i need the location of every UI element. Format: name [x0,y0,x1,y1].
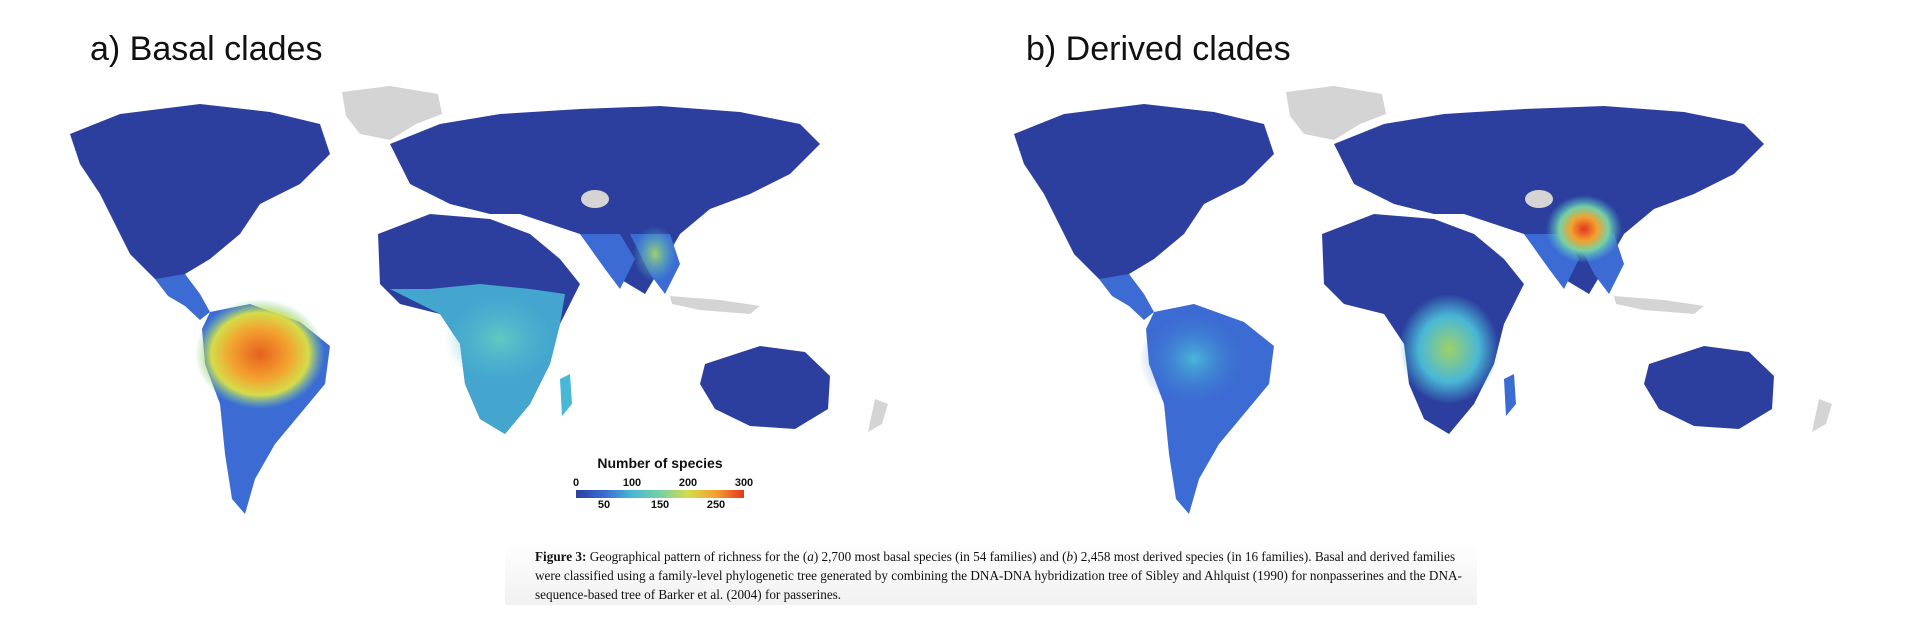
panel-title-derived: b) Derived clades [1026,30,1291,69]
legend-tick-0: 0 [573,477,579,489]
new-zealand [1812,399,1832,432]
madagascar [1504,374,1516,416]
figure-caption-box: Figure 3: Geographical pattern of richne… [505,541,1477,605]
map-basal-clades [60,84,960,524]
north-america [1014,104,1274,294]
caption-part-2: ) 2,700 most basal species (in 54 famili… [814,549,1067,564]
figure-caption: Figure 3: Geographical pattern of richne… [535,547,1465,604]
legend-tick-150: 150 [651,499,669,511]
north-america [70,104,330,294]
legend-tick-100: 100 [623,477,641,489]
central-america [155,274,210,320]
legend-tick-50: 50 [598,499,610,511]
australia [700,346,830,429]
africa-hotspot [1399,294,1499,404]
caption-italic-a: a [807,549,814,564]
map-derived-clades [1004,84,1904,524]
legend-color-bar [576,490,744,498]
south-america-hotspot [1139,309,1249,409]
tibet-plateau [1525,190,1553,208]
southeast-asia-hotspot [633,226,677,282]
legend-title: Number of species [560,455,760,471]
legend-tick-200: 200 [679,477,697,489]
indonesia [670,296,760,314]
central-america [1099,274,1154,320]
legend-tick-300: 300 [735,477,753,489]
tibet-plateau [581,190,609,208]
figure-label: Figure 3: [535,549,586,564]
amazon-hotspot [195,299,325,409]
indonesia [1614,296,1704,314]
legend-top-ticks: 0 100 200 300 [560,477,760,489]
africa-hotspot [445,294,555,384]
caption-part-1: Geographical pattern of richness for the… [586,549,807,564]
panel-title-basal: a) Basal clades [90,30,322,69]
legend-bottom-ticks: 50 150 250 [560,499,760,511]
legend: Number of species 0 100 200 300 50 150 2… [560,455,760,511]
legend-tick-250: 250 [707,499,725,511]
new-zealand [868,399,888,432]
himalaya-hotspot [1546,195,1622,263]
madagascar [560,374,572,416]
australia [1644,346,1774,429]
